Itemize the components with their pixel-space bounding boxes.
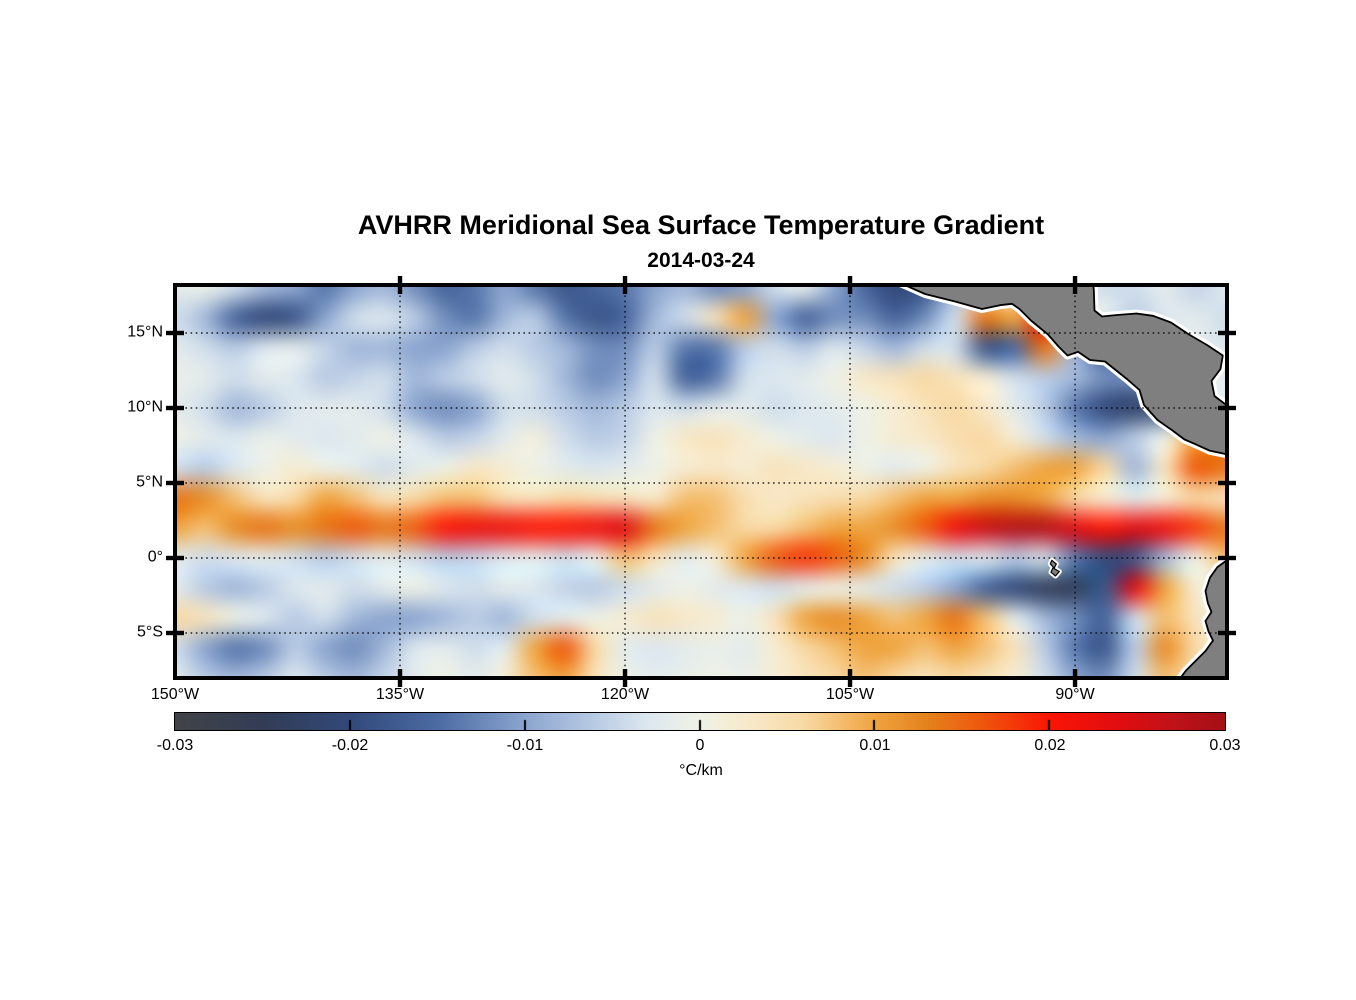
mexico-central-america bbox=[902, 285, 1227, 456]
gridlines bbox=[175, 285, 1227, 678]
colorbar-tick-label--0.03: -0.03 bbox=[156, 737, 194, 754]
y-tick-label-5N: 5°N bbox=[136, 473, 163, 491]
x-tick-label-105W: 105°W bbox=[825, 686, 875, 703]
colorbar-tick-label-0.03: 0.03 bbox=[1209, 737, 1241, 754]
y-tick-label-10N: 10°N bbox=[127, 398, 163, 416]
sst-gradient-heatmap bbox=[175, 285, 1227, 678]
x-tick-label-120W: 120°W bbox=[600, 686, 650, 703]
colorbar-unit-label: °C/km bbox=[679, 762, 723, 779]
galapagos-islands bbox=[1049, 559, 1060, 577]
colorbar bbox=[174, 712, 1226, 731]
y-tick-label-5S: 5°S bbox=[137, 623, 163, 641]
south-america bbox=[1179, 559, 1227, 678]
colorbar-tick-label-0.02: 0.02 bbox=[1034, 737, 1066, 754]
x-tick-label-150W: 150°W bbox=[150, 686, 200, 703]
land-layer bbox=[896, 285, 1227, 678]
y-tick-label-15N: 15°N bbox=[127, 323, 163, 341]
plot-frame bbox=[173, 283, 1229, 680]
colorbar-tick-label-0: 0 bbox=[695, 737, 705, 754]
y-tick-label-0: 0° bbox=[147, 548, 163, 566]
colorbar-tick-label-0.01: 0.01 bbox=[859, 737, 891, 754]
x-tick-label-135W: 135°W bbox=[375, 686, 425, 703]
colorbar-tick-label--0.01: -0.01 bbox=[506, 737, 544, 754]
x-tick-label-90W: 90°W bbox=[1055, 686, 1095, 703]
chart-title: AVHRR Meridional Sea Surface Temperature… bbox=[357, 210, 1045, 240]
colorbar-tick-label--0.02: -0.02 bbox=[331, 737, 369, 754]
chart-subtitle: 2014-03-24 bbox=[647, 249, 755, 272]
